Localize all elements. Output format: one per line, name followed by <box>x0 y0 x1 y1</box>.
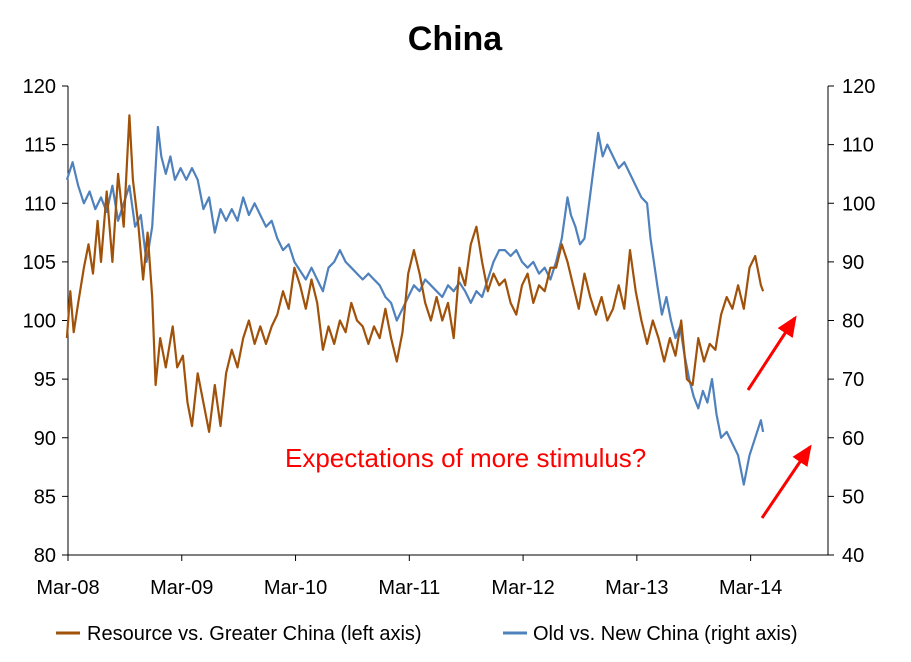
x-tick-label: Mar-12 <box>491 577 554 599</box>
x-tick-label: Mar-08 <box>36 577 99 599</box>
annotation-arrows <box>746 315 812 519</box>
left-tick-label: 105 <box>23 252 56 274</box>
series-line-oldnew <box>65 125 765 486</box>
x-axis-ticks: Mar-08 Mar-09 Mar-10 Mar-11 Mar-12 Mar-13 Mar-… <box>36 555 782 599</box>
arrow-lower <box>760 444 812 519</box>
legend: Resource vs. Greater China (left axis) O… <box>56 623 798 645</box>
right-axis-ticks: 40 50 60 70 80 90 100 110 120 <box>828 76 875 567</box>
left-tick-label: 115 <box>24 135 56 157</box>
x-tick-label: Mar-10 <box>264 577 327 599</box>
arrow-upper <box>746 315 797 391</box>
right-tick-label: 80 <box>842 311 864 333</box>
left-tick-label: 95 <box>34 369 56 391</box>
legend-label-oldnew: Old vs. New China (right axis) <box>533 623 798 645</box>
left-tick-label: 100 <box>23 311 56 333</box>
x-tick-label: Mar-14 <box>719 577 782 599</box>
right-tick-label: 50 <box>842 486 864 508</box>
left-tick-label: 90 <box>34 428 56 450</box>
left-tick-label: 110 <box>24 193 56 215</box>
left-axis-ticks: 80 85 90 95 100 105 110 115 120 <box>23 76 68 567</box>
axes <box>67 86 829 556</box>
annotation-text: Expectations of more stimulus? <box>285 443 646 473</box>
right-tick-label: 70 <box>842 369 864 391</box>
left-tick-label: 80 <box>34 545 56 567</box>
chart-title: China <box>408 20 504 58</box>
left-tick-label: 85 <box>34 486 56 508</box>
right-tick-label: 100 <box>842 193 875 215</box>
series-group <box>65 114 765 486</box>
x-tick-label: Mar-11 <box>378 577 440 599</box>
right-tick-label: 90 <box>842 252 864 274</box>
right-tick-label: 40 <box>842 545 864 567</box>
x-tick-label: Mar-09 <box>150 577 213 599</box>
right-tick-label: 60 <box>842 428 864 450</box>
series-line-resource <box>65 114 765 433</box>
x-tick-label: Mar-13 <box>605 577 668 599</box>
legend-label-resource: Resource vs. Greater China (left axis) <box>87 623 422 645</box>
right-tick-label: 120 <box>842 76 875 98</box>
left-tick-label: 120 <box>23 76 56 98</box>
right-tick-label: 110 <box>842 135 874 157</box>
